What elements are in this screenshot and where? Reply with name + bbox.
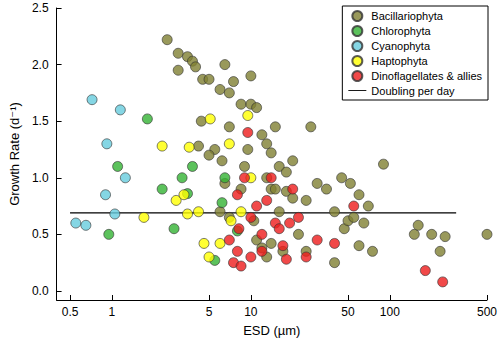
- svg-text:50: 50: [341, 305, 355, 319]
- svg-text:Chlorophyta: Chlorophyta: [371, 25, 431, 37]
- svg-text:0.0: 0.0: [32, 284, 49, 298]
- svg-text:100: 100: [380, 305, 400, 319]
- svg-text:2.5: 2.5: [32, 1, 49, 15]
- svg-text:500: 500: [477, 305, 497, 319]
- svg-text:5: 5: [206, 305, 213, 319]
- svg-text:1.0: 1.0: [32, 171, 49, 185]
- svg-text:Growth Rate (d⁻¹): Growth Rate (d⁻¹): [7, 102, 22, 206]
- svg-text:10: 10: [244, 305, 258, 319]
- svg-text:Cyanophyta: Cyanophyta: [371, 40, 431, 52]
- svg-text:Bacillariophyta: Bacillariophyta: [371, 10, 443, 22]
- svg-text:0.5: 0.5: [62, 305, 79, 319]
- svg-text:Doubling per day: Doubling per day: [371, 85, 455, 97]
- svg-text:Dinoflagellates & allies: Dinoflagellates & allies: [371, 70, 482, 82]
- svg-text:0.5: 0.5: [32, 227, 49, 241]
- svg-text:ESD (µm): ESD (µm): [243, 323, 300, 338]
- svg-text:2.0: 2.0: [32, 58, 49, 72]
- svg-text:Haptophyta: Haptophyta: [371, 55, 428, 67]
- svg-text:1: 1: [109, 305, 116, 319]
- svg-text:1.5: 1.5: [32, 114, 49, 128]
